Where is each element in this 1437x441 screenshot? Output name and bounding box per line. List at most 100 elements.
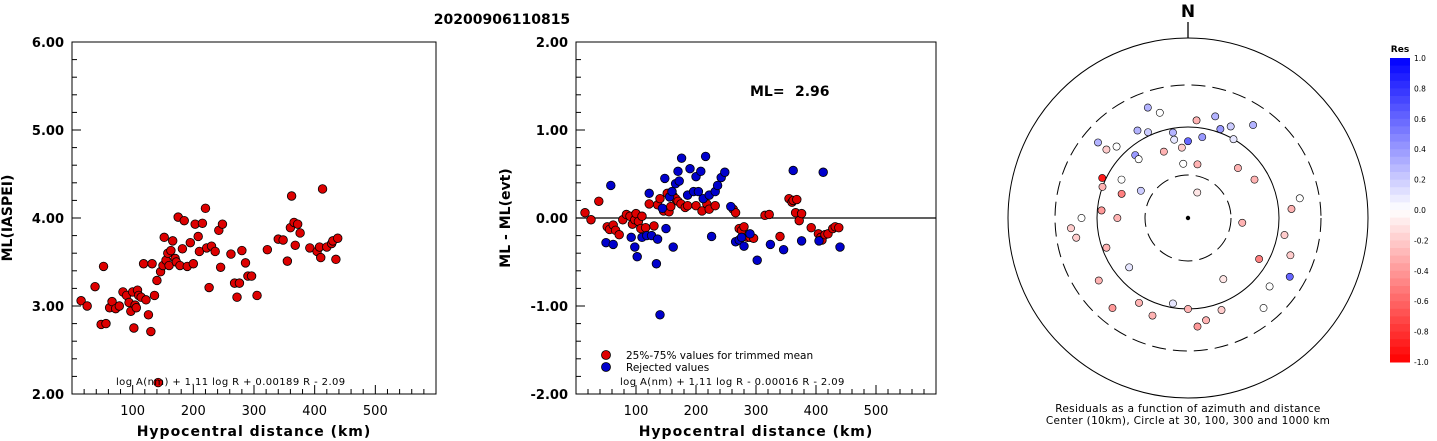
data-point [333,233,343,243]
rejected-point [651,259,662,269]
station-point [1226,122,1235,131]
data-point [185,237,196,248]
trimmed-point [775,231,785,242]
y-axis-label: ML - ML(evt) [498,168,514,267]
station-point [1159,147,1168,156]
trimmed-point [640,222,651,233]
ring-300km [1054,84,1322,352]
data-point [146,326,156,337]
rejected-point [726,201,736,212]
data-point [246,271,257,281]
station-point [1259,304,1268,312]
station-point [1198,133,1207,142]
station-point [1192,116,1201,125]
trimmed-point [806,222,816,233]
y-tick-label: 2.00 [536,36,568,51]
y-tick-label: 3.00 [32,300,64,315]
colorbar-cell [1390,65,1410,74]
station-point [1229,135,1238,144]
trimmed-point [834,222,844,233]
colorbar-cell [1390,263,1410,272]
colorbar-cells [1390,58,1410,363]
data-point [129,323,139,333]
data-point [204,282,214,293]
colorbar-cell [1390,58,1410,67]
data-point [317,184,328,194]
legend-marker-rejected [601,362,611,372]
data-point [292,219,303,229]
station-point [1280,231,1289,239]
data-point [90,281,100,292]
formula-text: log A(nm) + 1.11 log R + 0.00189 R - 2.0… [116,377,346,388]
data-point [290,240,300,250]
colorbar-tick-label: -1.0 [1414,358,1429,367]
trimmed-point [586,215,596,225]
station-point [1135,298,1143,307]
data-point [76,296,86,306]
data-point [166,245,176,256]
data-point [197,218,208,228]
colorbar-cell [1390,118,1410,127]
trimmed-point [666,201,676,212]
station-point [1193,188,1202,197]
colorbar-tick-label: 1.0 [1414,54,1426,63]
station-point [1285,272,1294,281]
rejected-point [632,252,642,262]
colorbar-cell [1390,172,1410,181]
station-point [1202,316,1210,325]
colorbar-cell [1390,111,1410,120]
colorbar-cell [1390,331,1410,340]
data-point [82,301,92,311]
rejected-point [696,166,706,177]
rejected-point [835,242,845,252]
station-point [1112,142,1121,151]
y-tick-label: -2.00 [531,388,568,403]
rejected-point [752,255,762,265]
y-tick-label: 1.00 [536,124,568,139]
formula-text: log A(nm) + 1.11 log R - 0.00016 R - 2.0… [620,377,845,388]
station-point [1287,205,1296,213]
colorbar-cell [1390,248,1410,257]
station-point [1117,189,1126,198]
center-point [1185,215,1191,221]
station-point [1144,128,1152,137]
rejected-point [668,242,678,252]
rejected-point [765,239,776,250]
trimmed-point [792,194,802,205]
colorbar-labels: 1.0 0.8 0.6 0.4 0.2 0.0 -0.2 -0.4 -0.6 -0.8 -1.0 [1414,54,1429,367]
rejected-point [745,229,755,239]
colorbar-cell [1390,232,1410,241]
y-tick-label: -1.00 [531,300,568,315]
data-point [200,203,211,214]
colorbar-cell [1390,194,1410,203]
station-point [1193,322,1202,331]
data-point [262,244,273,255]
station-point [1250,175,1259,184]
data-point [237,245,247,256]
rejected-point [667,186,677,197]
figure-title: 20200906110815 [434,12,570,28]
colorbar-cell [1390,149,1410,158]
station-point [1238,218,1247,227]
data-point [114,301,125,311]
data-point [240,258,251,268]
colorbar-cell [1390,301,1410,310]
colorbar-cell [1390,225,1410,234]
station-point [1143,103,1152,112]
rejected-point [608,239,618,250]
station-point [1098,182,1107,191]
colorbar-tick-label: 0.8 [1414,84,1426,93]
data-point [177,244,188,254]
colorbar-cell [1390,210,1410,219]
y-tick-label: 0.00 [536,212,568,227]
colorbar-tick-label: 0.0 [1414,206,1426,215]
x-axis-label: Hypocentral distance (km) [639,424,874,440]
data-point [286,191,297,201]
marker-group [76,184,343,388]
station-point [1113,214,1122,222]
colorbar-cell [1390,286,1410,295]
station-point [1098,174,1107,182]
station-point [1102,243,1111,252]
y-tick-label: 4.00 [32,212,64,227]
station-point [1169,128,1177,137]
